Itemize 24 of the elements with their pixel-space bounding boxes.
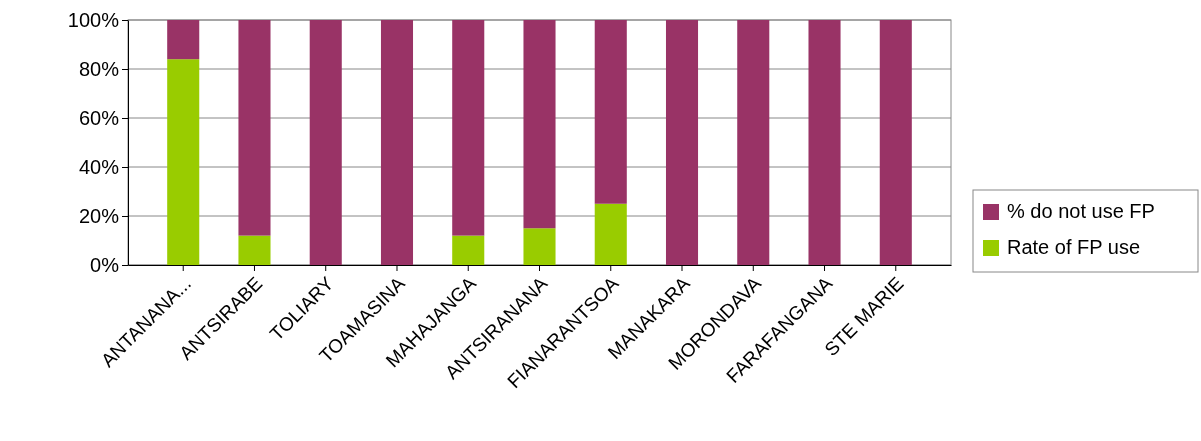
y-tick-label: 80% bbox=[78, 57, 120, 80]
bar bbox=[238, 20, 271, 236]
y-tick-label: 0% bbox=[90, 253, 120, 276]
bar bbox=[737, 20, 770, 265]
y-tick-label: 20% bbox=[78, 204, 120, 227]
bar bbox=[594, 203, 627, 265]
y-tick-label: 100% bbox=[67, 8, 120, 31]
bar bbox=[594, 20, 627, 204]
y-tick-label: 40% bbox=[78, 155, 120, 178]
bar bbox=[665, 20, 699, 265]
bar bbox=[238, 235, 271, 265]
bar bbox=[452, 235, 485, 265]
legend-label: % do not use FP bbox=[1007, 200, 1155, 222]
y-tick-label: 60% bbox=[78, 106, 120, 129]
bar bbox=[523, 20, 556, 229]
bar bbox=[167, 20, 200, 60]
bar bbox=[309, 20, 342, 265]
bar bbox=[167, 59, 200, 265]
bar bbox=[879, 20, 912, 265]
bar bbox=[452, 20, 485, 236]
legend-label: Rate of FP use bbox=[1007, 236, 1141, 258]
bar bbox=[380, 20, 414, 265]
bar bbox=[808, 20, 841, 265]
bar bbox=[523, 228, 556, 265]
